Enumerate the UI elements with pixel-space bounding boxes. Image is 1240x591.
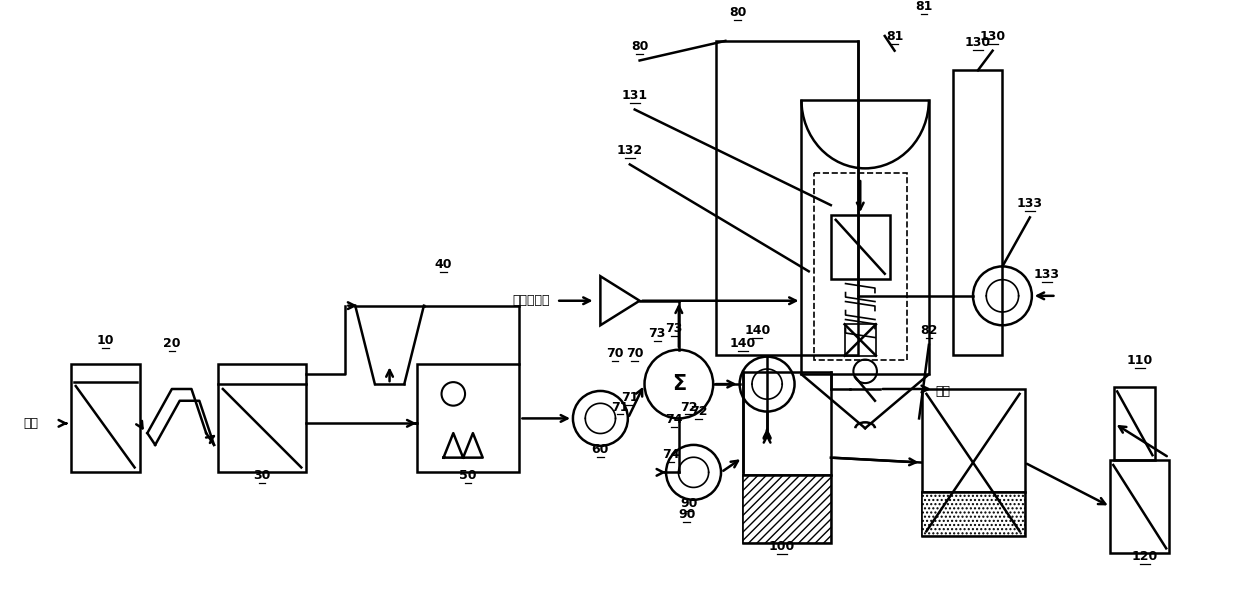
Text: 空气或蒸气: 空气或蒸气 — [512, 294, 549, 307]
Text: 30: 30 — [253, 469, 270, 482]
Text: 110: 110 — [1127, 354, 1153, 367]
Text: 81: 81 — [885, 30, 903, 43]
Text: 132: 132 — [616, 144, 642, 157]
Bar — [831, 215, 889, 279]
Text: 133: 133 — [1017, 197, 1043, 210]
Bar — [954, 70, 1002, 355]
Text: 70: 70 — [626, 346, 644, 359]
Text: 81: 81 — [915, 1, 932, 14]
Bar — [813, 173, 906, 359]
Text: 73: 73 — [665, 322, 683, 335]
Text: 10: 10 — [97, 334, 114, 347]
Text: 130: 130 — [980, 30, 1006, 43]
Text: 73: 73 — [649, 327, 666, 340]
Bar — [1110, 460, 1169, 553]
Text: 40: 40 — [435, 258, 453, 271]
Text: 140: 140 — [729, 337, 755, 350]
Text: 80: 80 — [729, 7, 746, 20]
Bar — [743, 475, 831, 544]
Text: 71: 71 — [611, 401, 629, 414]
Text: 82: 82 — [920, 324, 937, 337]
Bar — [1115, 387, 1156, 460]
Text: 133: 133 — [1034, 268, 1059, 281]
Text: Σ: Σ — [672, 374, 686, 394]
Polygon shape — [600, 276, 640, 325]
Text: 72: 72 — [689, 405, 707, 418]
Bar — [921, 492, 1024, 536]
Text: 90: 90 — [680, 496, 697, 509]
Bar — [715, 41, 858, 355]
Text: 90: 90 — [678, 508, 696, 521]
Text: 140: 140 — [744, 324, 770, 337]
Text: 50: 50 — [459, 469, 476, 482]
Text: 100: 100 — [769, 540, 795, 553]
Bar — [218, 365, 306, 472]
Text: 120: 120 — [1132, 550, 1158, 563]
Bar — [417, 365, 520, 472]
Bar — [844, 324, 875, 356]
Text: 20: 20 — [164, 337, 181, 350]
Text: 74: 74 — [665, 413, 683, 426]
Bar — [801, 100, 929, 374]
Text: 60: 60 — [591, 443, 609, 456]
Text: 70: 70 — [606, 346, 624, 359]
Text: 130: 130 — [965, 35, 991, 48]
Text: 尾气: 尾气 — [936, 385, 951, 398]
Bar — [71, 365, 140, 472]
Text: 71: 71 — [621, 391, 639, 404]
Text: 废水: 废水 — [24, 417, 38, 430]
Bar — [743, 372, 831, 544]
Text: 72: 72 — [680, 401, 697, 414]
Bar — [921, 389, 1024, 536]
Text: 74: 74 — [662, 447, 680, 460]
Text: 131: 131 — [621, 89, 647, 102]
Text: 80: 80 — [631, 40, 649, 53]
